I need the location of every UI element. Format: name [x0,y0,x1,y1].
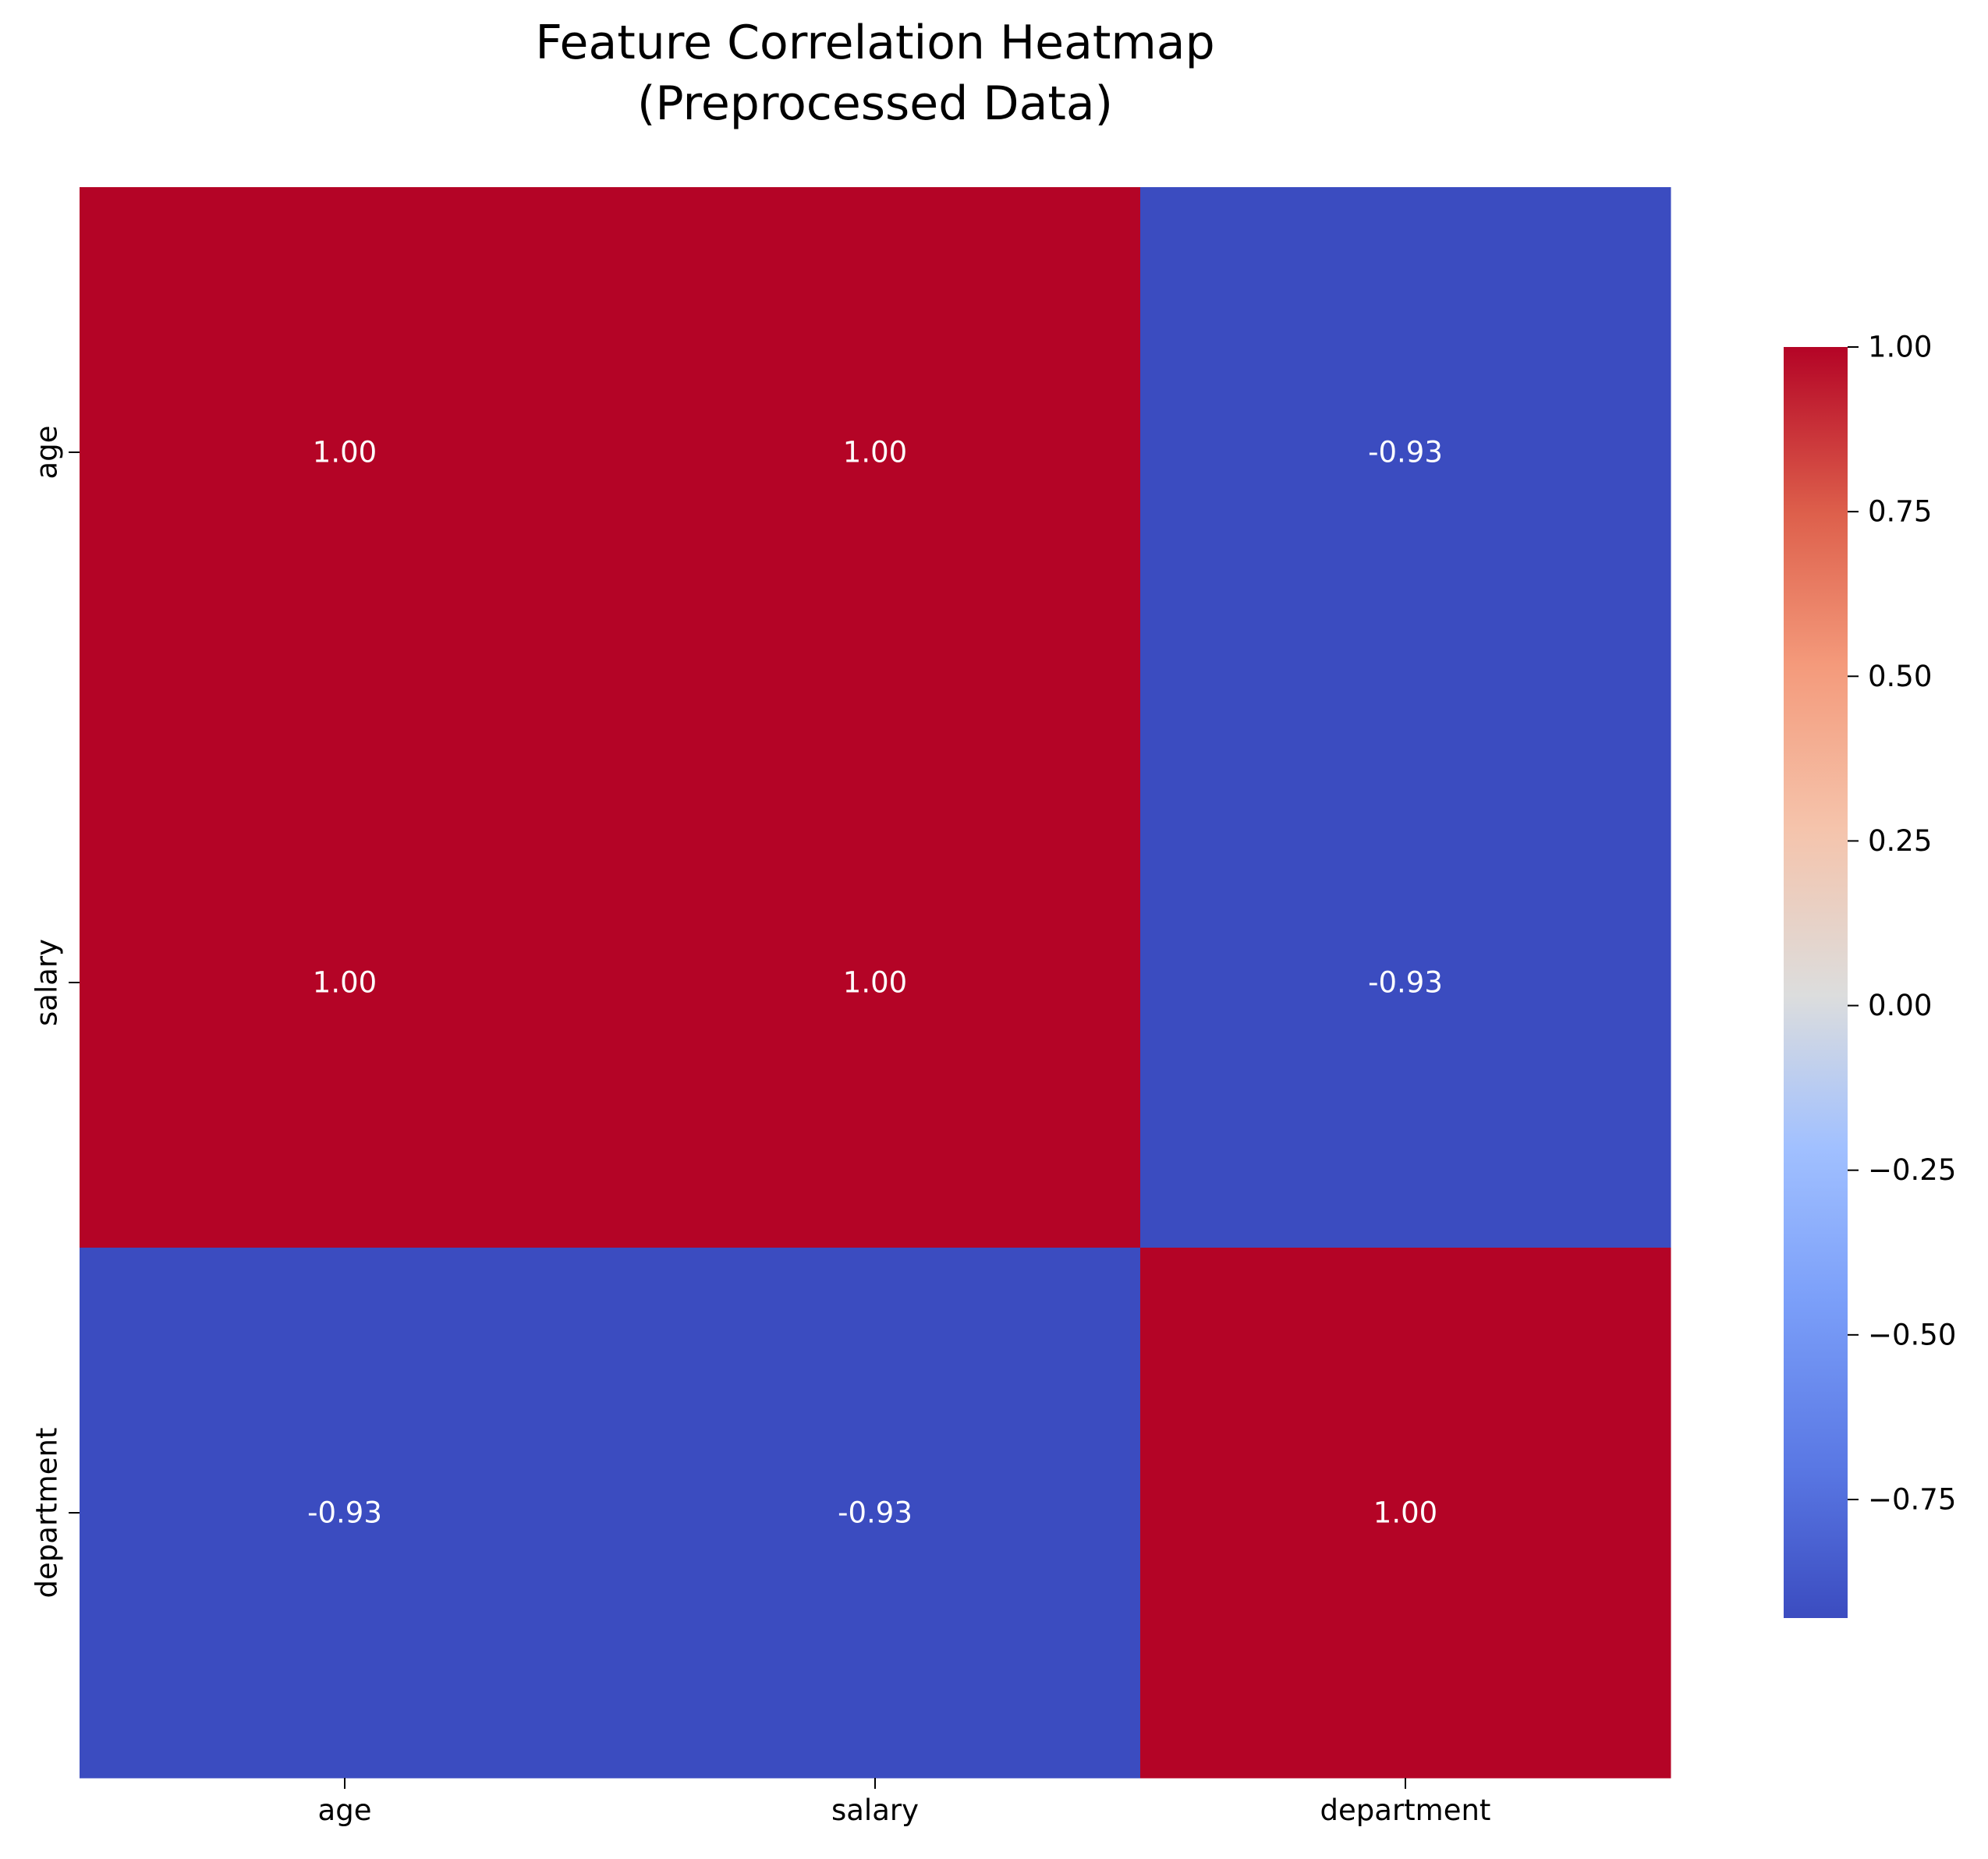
y-tick-label: salary [30,939,64,1026]
x-tick-label: age [318,1793,372,1827]
cell-value-label: -0.93 [1368,966,1443,1000]
heatmap-cell [610,717,1141,1248]
cell-value-label: -0.93 [838,1496,912,1530]
chart-title: Feature Correlation Heatmap (Preprocessed… [535,16,1214,131]
colorbar-tick-label: 0.00 [1868,989,1932,1022]
cell-value-label: 1.00 [313,436,377,469]
cell-value-label: 1.00 [843,436,907,469]
colorbar-tick-label: −0.75 [1868,1482,1956,1516]
heatmap-cell [610,187,1141,718]
y-tick-label: age [30,426,64,480]
x-axis: age salary department [318,1778,1491,1827]
heatmap-cell [80,1248,611,1779]
x-tick-label: department [1320,1793,1491,1827]
chart-title-line: (Preprocessed Data) [637,76,1113,131]
colorbar-tick-label: 0.75 [1868,495,1932,529]
x-tick-label: salary [831,1793,919,1827]
cell-value-label: 1.00 [313,966,377,1000]
colorbar: 1.00 0.75 0.50 0.25 0.00 −0.25 −0.50 −0.75 [1784,331,1956,1618]
cell-value-label: 1.00 [843,966,907,1000]
heatmap-cell [1140,187,1671,718]
heatmap-cell [80,717,611,1248]
colorbar-tick-label: −0.25 [1868,1153,1956,1187]
y-tick-label: department [30,1428,64,1599]
colorbar-tick-label: −0.50 [1868,1318,1956,1351]
heatmap-cell [610,1248,1141,1779]
heatmap-cell [1140,717,1671,1248]
cell-value-label: 1.00 [1373,1496,1437,1530]
colorbar-tick-label: 0.50 [1868,660,1932,693]
colorbar-tick-label: 1.00 [1868,331,1932,364]
y-axis: age salary department [30,426,80,1599]
heatmap-cells [80,187,1671,1779]
heatmap-cell [1140,1248,1671,1779]
colorbar-tick-label: 0.25 [1868,824,1932,858]
chart-title-line: Feature Correlation Heatmap [535,16,1214,70]
heatmap-annotations: 1.00 1.00 -0.93 1.00 1.00 -0.93 -0.93 -0.93 1.00 [307,436,1443,1530]
colorbar-gradient [1784,347,1848,1618]
cell-value-label: -0.93 [307,1496,382,1530]
cell-value-label: -0.93 [1368,436,1443,469]
heatmap-cell [80,187,611,718]
